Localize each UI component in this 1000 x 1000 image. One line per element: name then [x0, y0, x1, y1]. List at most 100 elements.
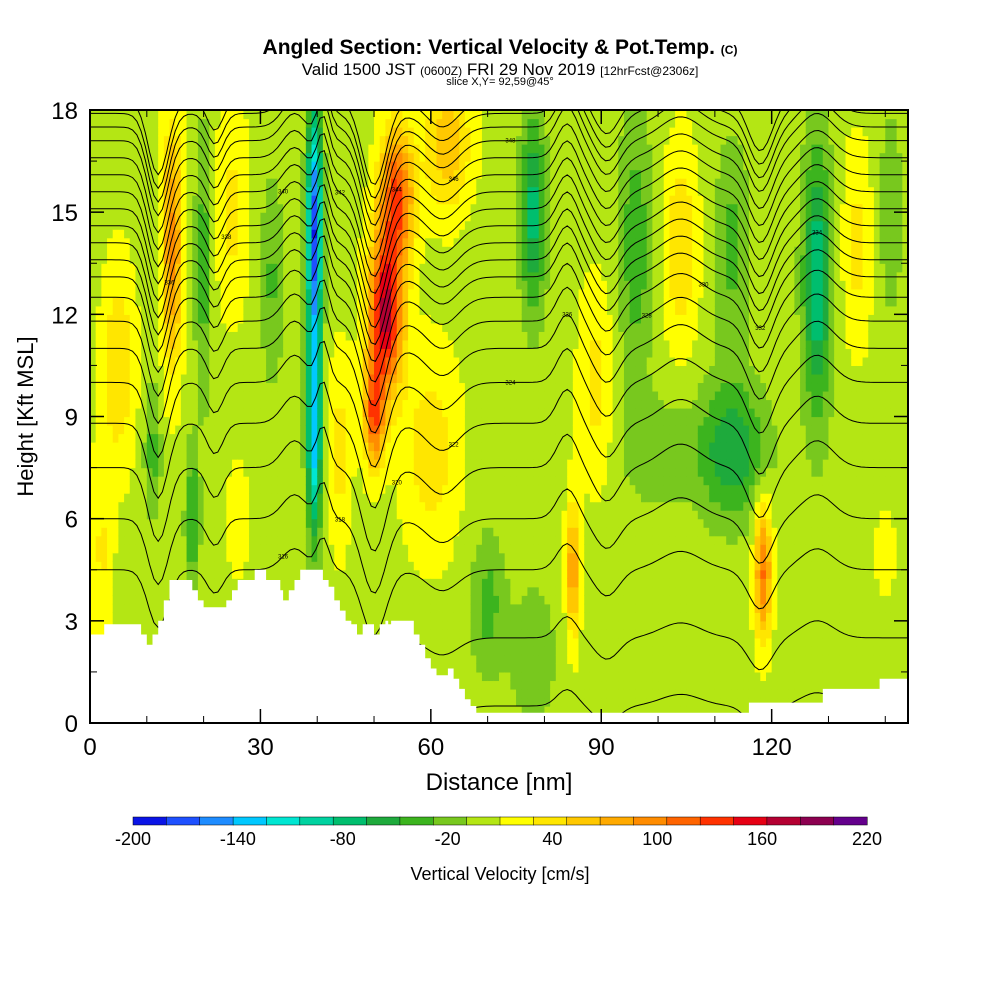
velocity-cell	[391, 220, 398, 230]
velocity-cell	[237, 407, 244, 418]
velocity-cell	[158, 212, 165, 222]
velocity-cell	[345, 220, 352, 230]
velocity-cell	[356, 569, 364, 579]
velocity-cell	[95, 544, 102, 554]
velocity-cell	[129, 297, 137, 307]
velocity-cell	[300, 161, 307, 171]
velocity-cell	[118, 203, 125, 213]
velocity-cell	[300, 331, 307, 341]
velocity-cell	[425, 518, 432, 528]
velocity-cell	[266, 297, 273, 307]
velocity-cell	[232, 246, 239, 256]
velocity-cell	[374, 246, 381, 256]
velocity-cell	[476, 680, 483, 690]
velocity-cell	[425, 254, 432, 264]
velocity-cell	[152, 390, 159, 401]
velocity-cell	[453, 280, 460, 290]
velocity-cell	[112, 390, 119, 401]
velocity-cell	[146, 110, 154, 120]
velocity-cell	[220, 407, 227, 418]
velocity-cell	[345, 544, 352, 554]
velocity-cell	[419, 620, 426, 630]
velocity-cell	[112, 595, 119, 605]
velocity-cell	[112, 365, 119, 375]
velocity-cell	[374, 544, 381, 554]
velocity-cell	[209, 561, 216, 571]
velocity-cell	[226, 237, 233, 247]
velocity-cell	[163, 535, 171, 545]
velocity-cell	[436, 476, 443, 486]
velocity-cell	[351, 237, 358, 247]
velocity-cell	[470, 356, 477, 367]
velocity-cell	[163, 527, 171, 537]
velocity-cell	[402, 535, 409, 545]
velocity-cell	[379, 110, 386, 120]
velocity-cell	[396, 135, 404, 145]
velocity-cell	[163, 195, 171, 205]
velocity-cell	[129, 527, 137, 537]
velocity-cell	[464, 654, 472, 664]
velocity-cell	[368, 169, 375, 179]
velocity-cell	[385, 569, 392, 579]
velocity-cell	[453, 135, 460, 145]
velocity-cell	[391, 203, 398, 213]
velocity-cell	[192, 135, 199, 145]
velocity-cell	[356, 220, 364, 230]
velocity-cell	[476, 152, 483, 162]
velocity-cell	[232, 263, 239, 273]
velocity-cell	[351, 280, 358, 290]
velocity-cell	[288, 365, 296, 375]
velocity-cell	[374, 476, 381, 486]
velocity-cell	[430, 612, 438, 622]
velocity-cell	[249, 314, 256, 324]
velocity-cell	[305, 399, 313, 409]
velocity-cell	[413, 237, 421, 247]
velocity-cell	[294, 561, 301, 571]
velocity-cell	[101, 450, 108, 460]
velocity-cell	[101, 416, 108, 426]
velocity-cell	[118, 603, 125, 613]
velocity-cell	[339, 331, 347, 341]
velocity-cell	[294, 442, 301, 452]
velocity-cell	[141, 390, 148, 401]
velocity-cell	[249, 118, 256, 128]
velocity-cell	[237, 254, 244, 264]
velocity-cell	[470, 476, 477, 486]
velocity-cell	[169, 246, 176, 256]
velocity-cell	[90, 467, 97, 477]
velocity-cell	[322, 433, 330, 443]
velocity-cell	[374, 518, 381, 528]
velocity-cell	[112, 178, 119, 188]
velocity-cell	[442, 254, 449, 264]
velocity-cell	[470, 416, 477, 426]
velocity-cell	[425, 152, 432, 162]
velocity-cell	[152, 416, 159, 426]
velocity-cell	[101, 229, 108, 239]
velocity-cell	[288, 135, 296, 145]
velocity-cell	[209, 271, 216, 281]
velocity-cell	[220, 348, 227, 358]
velocity-cell	[402, 561, 409, 571]
velocity-cell	[408, 305, 415, 315]
velocity-cell	[425, 365, 432, 375]
velocity-cell	[203, 297, 210, 307]
velocity-cell	[271, 442, 279, 452]
velocity-cell	[277, 203, 284, 213]
velocity-cell	[146, 595, 154, 605]
velocity-cell	[464, 476, 472, 486]
velocity-cell	[334, 305, 341, 315]
velocity-cell	[232, 390, 239, 401]
velocity-cell	[209, 416, 216, 426]
velocity-cell	[118, 195, 125, 205]
velocity-cell	[305, 254, 313, 264]
velocity-cell	[180, 203, 188, 213]
velocity-cell	[334, 220, 341, 230]
velocity-cell	[135, 399, 142, 409]
velocity-cell	[254, 365, 262, 375]
velocity-cell	[95, 535, 102, 545]
velocity-cell	[408, 425, 415, 435]
velocity-cell	[481, 654, 489, 664]
velocity-cell	[175, 518, 182, 528]
velocity-cell	[379, 518, 386, 528]
velocity-cell	[408, 271, 415, 281]
